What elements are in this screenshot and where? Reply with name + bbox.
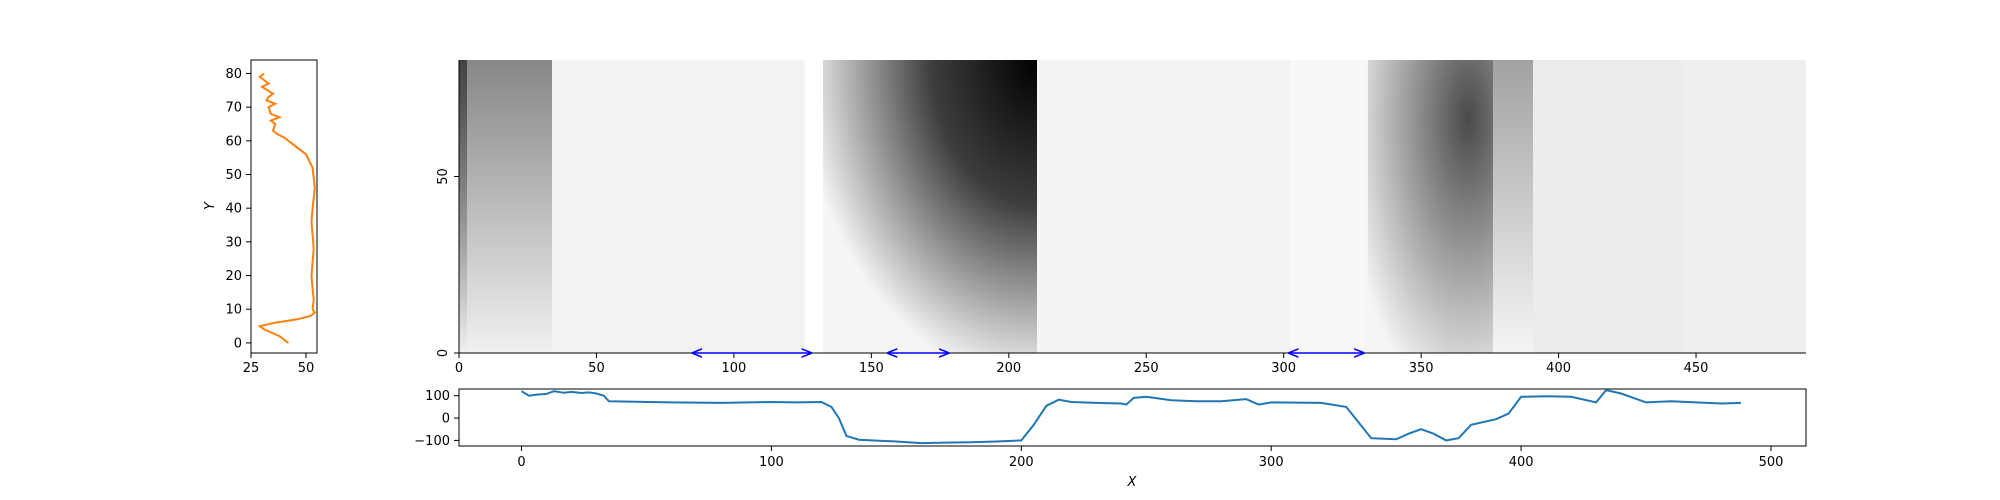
heatmap-image (459, 60, 1806, 353)
heatmap-region-gap-1 (805, 60, 823, 353)
heatmap-region-faint-4 (1683, 60, 1806, 353)
bottom-x-tick-label: 100 (759, 455, 784, 470)
heatmap-region-faint-2 (1040, 60, 1290, 353)
bottom-profile-x-ticks: 0 100 200 300 400 500 (517, 446, 1783, 470)
bottom-y-tick-label: 100 (425, 389, 450, 404)
bottom-profile-frame (458, 388, 1807, 447)
heatmap-x-tick-label: 150 (859, 361, 884, 376)
side-profile-frame (250, 59, 318, 354)
heatmap-x-tick-label: 300 (1271, 361, 1296, 376)
heatmap-x-tick-label: 450 (1684, 361, 1709, 376)
heatmap-x-ticks: 0 50 100 150 200 250 300 350 400 450 (455, 353, 1709, 376)
heatmap-y-tick-label: 0 (436, 349, 451, 357)
side-y-tick-label: 40 (225, 202, 242, 217)
bottom-profile-x-axis-title: X (1127, 475, 1138, 490)
heatmap-region-faint-1 (552, 60, 802, 353)
bottom-x-tick-label: 300 (1259, 455, 1284, 470)
side-x-tick-label: 25 (243, 361, 260, 376)
bottom-y-tick-label: −100 (414, 434, 450, 449)
side-y-tick-label: 10 (225, 303, 242, 318)
heatmap-region-left-strip (459, 60, 467, 353)
heatmap-x-tick-label: 100 (721, 361, 746, 376)
heatmap-x-tick-label: 200 (996, 361, 1021, 376)
side-y-tick-label: 80 (225, 67, 242, 82)
heatmap-region-gap-2 (1290, 60, 1365, 353)
heatmap-region-left (459, 60, 552, 353)
bottom-profile-line (520, 388, 1742, 445)
side-y-tick-label: 20 (225, 269, 242, 284)
side-profile-y-ticks: 0 10 20 30 40 50 60 70 80 (225, 67, 251, 351)
heatmap-x-tick-label: 50 (588, 361, 605, 376)
heatmap-region-dark-2 (1368, 60, 1493, 353)
side-y-tick-label: 0 (234, 336, 242, 351)
bottom-x-tick-label: 500 (1759, 455, 1784, 470)
side-profile-panel: 25 50 0 10 20 30 40 50 60 70 80 Y (203, 59, 318, 376)
side-profile-x-ticks: 25 50 (243, 353, 315, 376)
side-y-tick-label: 50 (225, 168, 242, 183)
heatmap-y-tick-label: 50 (436, 168, 451, 185)
heatmap-x-tick-label: 0 (455, 361, 463, 376)
bottom-x-tick-label: 0 (517, 455, 525, 470)
heatmap-region-dark-1 (823, 60, 1037, 353)
side-y-tick-label: 60 (225, 134, 242, 149)
heatmap-y-ticks: 0 50 (436, 168, 459, 357)
bottom-x-tick-label: 200 (1009, 455, 1034, 470)
heatmap-region-mid-2 (1493, 60, 1533, 353)
main-heatmap-panel: 0 50 100 150 200 250 300 350 400 450 0 50 (436, 60, 1806, 376)
heatmap-x-tick-label: 400 (1546, 361, 1571, 376)
heatmap-x-tick-label: 250 (1134, 361, 1159, 376)
side-x-tick-label: 50 (298, 361, 315, 376)
side-y-tick-label: 30 (225, 235, 242, 250)
heatmap-region-faint-3 (1533, 60, 1683, 353)
side-profile-line (257, 72, 317, 344)
bottom-profile-y-ticks: 100 0 −100 (414, 389, 459, 449)
heatmap-x-tick-label: 350 (1409, 361, 1434, 376)
bottom-y-tick-label: 0 (442, 412, 450, 427)
bottom-x-tick-label: 400 (1509, 455, 1534, 470)
side-profile-y-axis-title: Y (203, 201, 218, 210)
side-y-tick-label: 70 (225, 101, 242, 116)
bottom-profile-panel: 0 100 200 300 400 500 100 0 −100 X (414, 388, 1807, 490)
